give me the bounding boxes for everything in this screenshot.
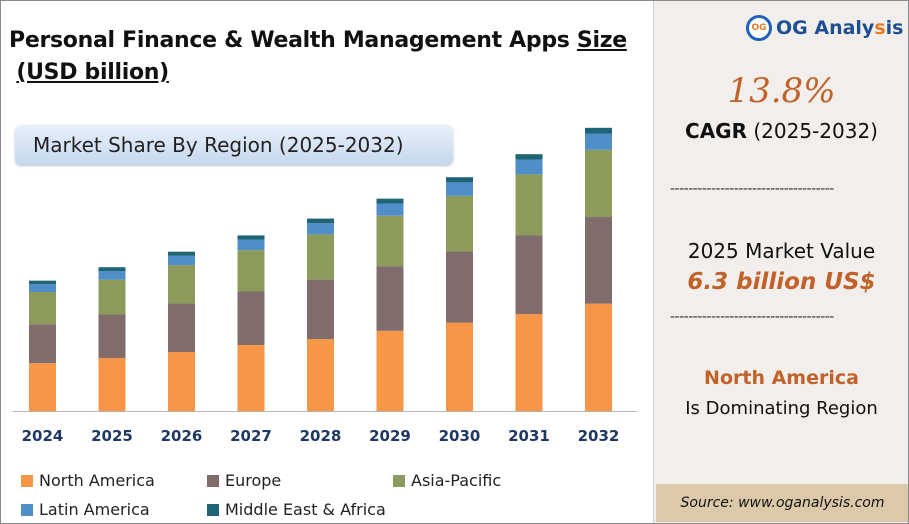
cagr-label: CAGR (2025-2032) bbox=[654, 119, 908, 143]
x-tick-label-2028: 2028 bbox=[300, 427, 342, 445]
legend-label: North America bbox=[39, 471, 155, 490]
title-units: (USD billion) bbox=[16, 60, 169, 85]
bar-europe-2030 bbox=[446, 251, 473, 323]
bar-latin-america-2025 bbox=[98, 271, 126, 280]
bar-europe-2029 bbox=[376, 266, 404, 331]
bar-asia-pacific-2024 bbox=[29, 292, 56, 325]
bar-asia-pacific-2025 bbox=[98, 279, 126, 315]
bar-europe-2024 bbox=[29, 324, 56, 364]
bar-latin-america-2032 bbox=[585, 133, 612, 150]
x-tick-label-2031: 2031 bbox=[508, 427, 550, 445]
bar-europe-2025 bbox=[98, 314, 126, 358]
bar-europe-2028 bbox=[307, 279, 334, 340]
x-tick-label-2024: 2024 bbox=[22, 427, 64, 445]
legend-swatch bbox=[393, 474, 405, 487]
legend-item: Latin America bbox=[21, 500, 150, 519]
bar-latin-america-2029 bbox=[376, 203, 404, 216]
bar-middle-east-africa-2027 bbox=[237, 235, 265, 240]
legend-swatch bbox=[21, 503, 33, 516]
logo-mark-icon: OG bbox=[746, 15, 772, 41]
cagr-period: (2025-2032) bbox=[753, 119, 878, 143]
bar-latin-america-2026 bbox=[168, 255, 195, 266]
market-value: 6.3 billion US$ bbox=[687, 269, 876, 295]
market-value-label: 2025 Market Value bbox=[687, 239, 876, 263]
x-tick-label-2027: 2027 bbox=[230, 427, 272, 445]
bar-north-america-2027 bbox=[237, 345, 265, 411]
bar-europe-2027 bbox=[237, 291, 265, 346]
legend-label: Asia-Pacific bbox=[411, 471, 502, 490]
bar-asia-pacific-2029 bbox=[376, 215, 404, 267]
bar-asia-pacific-2027 bbox=[237, 250, 265, 292]
legend-label: Middle East & Africa bbox=[225, 500, 386, 519]
bar-latin-america-2028 bbox=[307, 223, 334, 235]
chart-legend: North America Europe Asia-Pacific Latin Ame… bbox=[21, 467, 641, 523]
legend-item: North America bbox=[21, 471, 155, 490]
x-tick-label-2026: 2026 bbox=[161, 427, 203, 445]
x-tick-label-2025: 2025 bbox=[91, 427, 133, 445]
logo-text: OG Analysis bbox=[776, 17, 904, 39]
legend-swatch bbox=[207, 503, 219, 516]
legend-swatch bbox=[21, 474, 33, 487]
bar-middle-east-africa-2025 bbox=[98, 267, 126, 272]
bar-north-america-2031 bbox=[515, 314, 543, 411]
legend-item: Asia-Pacific bbox=[393, 471, 501, 490]
dominating-region: North America bbox=[704, 367, 859, 389]
bar-latin-america-2031 bbox=[515, 159, 543, 175]
bar-middle-east-africa-2030 bbox=[446, 177, 473, 183]
bar-north-america-2030 bbox=[446, 322, 473, 411]
bar-middle-east-africa-2029 bbox=[376, 198, 404, 204]
bar-asia-pacific-2031 bbox=[515, 174, 543, 236]
stacked-bar-chart: 2024 2025 2026 2027 2028 2029 2030 2031 2032 bbox=[13, 127, 637, 445]
divider-top: ------------------------------------ bbox=[670, 181, 834, 197]
bar-latin-america-2030 bbox=[446, 182, 473, 196]
summary-panel: OG OG Analysis 13.8% CAGR (2025-2032) --… bbox=[653, 1, 908, 523]
cagr-label-bold: CAGR bbox=[685, 119, 747, 143]
chart-subtitle-banner: Market Share By Region (2025-2032) bbox=[15, 125, 453, 165]
chart-title: Personal Finance & Wealth Management App… bbox=[9, 25, 649, 89]
bar-north-america-2025 bbox=[98, 357, 126, 411]
bar-north-america-2032 bbox=[585, 303, 612, 411]
title-main: Personal Finance & Wealth Management App… bbox=[9, 28, 570, 53]
bar-europe-2031 bbox=[515, 235, 543, 315]
x-tick-label-2032: 2032 bbox=[578, 427, 620, 445]
bar-asia-pacific-2030 bbox=[446, 195, 473, 252]
cagr-value: 13.8% bbox=[727, 71, 836, 111]
title-underlined: Size bbox=[576, 28, 627, 53]
bar-latin-america-2024 bbox=[29, 284, 56, 293]
legend-label: Latin America bbox=[39, 500, 150, 519]
bar-latin-america-2027 bbox=[237, 239, 265, 251]
bar-middle-east-africa-2026 bbox=[168, 251, 195, 256]
x-tick-label-2030: 2030 bbox=[439, 427, 481, 445]
bar-asia-pacific-2028 bbox=[307, 234, 334, 280]
bar-middle-east-africa-2031 bbox=[515, 154, 543, 160]
bar-north-america-2028 bbox=[307, 339, 334, 411]
divider-bottom: ------------------------------------ bbox=[670, 309, 834, 325]
bar-europe-2026 bbox=[168, 303, 195, 353]
legend-swatch bbox=[207, 474, 219, 487]
source-citation: Source: www.oganalysis.com bbox=[656, 484, 908, 522]
bar-asia-pacific-2032 bbox=[585, 149, 612, 218]
bar-north-america-2024 bbox=[29, 363, 56, 411]
bar-north-america-2029 bbox=[376, 330, 404, 411]
bar-asia-pacific-2026 bbox=[168, 265, 195, 304]
x-tick-label-2029: 2029 bbox=[369, 427, 411, 445]
legend-label: Europe bbox=[225, 471, 282, 490]
bar-middle-east-africa-2032 bbox=[585, 127, 612, 134]
legend-item: Europe bbox=[207, 471, 281, 490]
bar-europe-2032 bbox=[585, 217, 612, 304]
og-analysis-logo: OG OG Analysis bbox=[746, 15, 903, 41]
legend-item: Middle East & Africa bbox=[207, 500, 386, 519]
dominating-region-text: Is Dominating Region bbox=[685, 398, 878, 419]
bar-middle-east-africa-2028 bbox=[307, 218, 334, 224]
bar-middle-east-africa-2024 bbox=[29, 280, 56, 285]
bar-north-america-2026 bbox=[168, 352, 195, 411]
